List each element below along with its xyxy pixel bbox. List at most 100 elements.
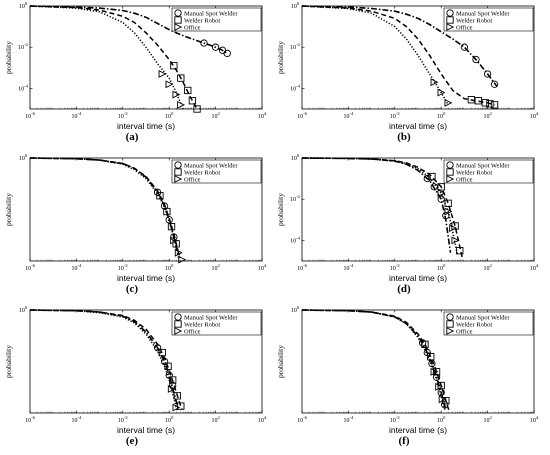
x-tick-label: 100 [437,263,446,272]
x-tick-label: 100 [165,263,174,272]
legend-marker-square [174,16,182,24]
panel-label: (b) [397,131,411,143]
x-tick-label: 10-2 [390,415,400,424]
data-point-square [437,183,445,191]
legend-marker-triangle [174,175,183,183]
data-point-circle [441,401,449,409]
data-point-triangle [449,224,458,232]
x-axis-label: interval time (s) [117,121,175,131]
x-tick-label: 104 [258,415,267,424]
data-point-triangle [444,98,453,107]
legend-entry: Welder Robot [456,169,492,176]
legend-entry: Manual Spot Welder [184,162,238,169]
legend-box [171,159,262,184]
data-point-triangle [170,236,179,245]
data-point-square [467,96,476,104]
series-line-triangle [301,5,449,106]
legend-entry: Welder Robot [456,17,492,24]
x-tick-label: 10-2 [390,111,400,120]
x-axis-label: interval time (s) [117,425,175,435]
data-point-triangle [430,367,439,376]
data-point-square [490,101,499,109]
legend-entry: Manual Spot Welder [184,10,238,17]
legend-marker-square [446,16,454,24]
series-line-triangle [29,5,184,110]
legend-marker-triangle [174,23,183,31]
data-point-triangle [430,78,439,87]
y-tick-label: 100 [291,153,300,162]
x-tick-label: 102 [483,263,491,272]
x-tick-label: 10-6 [297,415,307,424]
legend-marker-triangle [446,175,455,183]
legend-entry: Office [184,328,201,335]
x-axis-label: interval time (s) [389,425,447,435]
x-tick-label: 104 [530,415,539,424]
panel-label: (f) [399,435,410,447]
y-tick-label: 10-4 [290,83,300,92]
y-axis-label: probability [4,345,13,378]
series-line-square [301,5,495,106]
legend-marker-triangle [446,23,455,31]
data-point-triangle [177,100,186,109]
data-point-triangle [178,255,187,264]
data-point-square [481,99,489,107]
x-tick-label: 100 [165,111,174,120]
x-axis-label: interval time (s) [389,121,447,131]
data-point-square [427,353,435,361]
data-point-triangle [158,70,167,78]
data-point-triangle [172,403,181,412]
legend-entry: Welder Robot [456,321,492,328]
data-point-circle [423,174,431,183]
data-point-square [188,97,197,105]
series-line-triangle [29,309,179,412]
legend-marker-circle [446,161,454,169]
legend-entry: Office [456,24,473,31]
chart-panel-a: 10-610-410-210010210410-410-2100interval… [4,1,267,143]
series-line-triangle [301,157,459,255]
x-tick-label: 102 [483,415,491,424]
legend-marker-square [446,320,454,328]
data-point-square [156,192,164,200]
data-point-circle [442,212,450,220]
legend-entry: Office [184,24,201,31]
x-tick-label: 102 [211,415,219,424]
x-tick-label: 10-2 [118,111,128,120]
data-point-square [193,105,201,113]
data-point-square [173,392,181,400]
legend-entry: Office [184,176,201,183]
x-tick-label: 102 [483,111,491,120]
x-tick-label: 100 [165,415,174,424]
series-line-circle [301,5,498,87]
legend-marker-circle [446,9,454,17]
chart-panel-d: 10-610-410-210010210410-410-2100interval… [276,153,539,295]
data-point-triangle [451,236,460,245]
x-tick-label: 10-6 [25,415,35,424]
data-point-triangle [444,207,453,216]
legend-entry: Office [456,328,473,335]
series-line-circle [29,5,228,55]
data-point-square [167,223,176,231]
x-tick-label: 10-6 [297,263,307,272]
y-tick-label: 100 [19,305,28,314]
x-axis-label: interval time (s) [117,273,175,283]
x-tick-label: 104 [530,263,539,272]
data-point-circle [200,39,208,47]
data-point-square [456,247,464,255]
data-point-circle [437,195,445,203]
legend-entry: Manual Spot Welder [456,162,510,169]
legend-marker-triangle [174,327,183,335]
legend-entry: Office [456,176,473,183]
y-axis-label: probability [276,41,285,74]
data-point-square [170,62,178,70]
x-tick-label: 10-4 [344,263,354,272]
data-point-circle [472,55,480,64]
x-tick-label: 104 [530,111,539,120]
x-tick-label: 10-4 [72,263,82,272]
